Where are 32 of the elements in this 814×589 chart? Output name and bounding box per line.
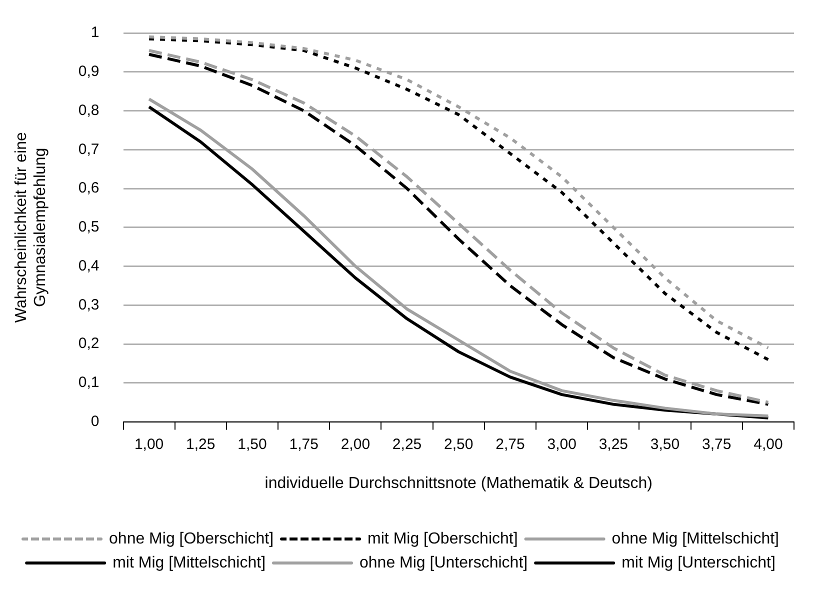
legend-label: mit Mig [Unterschicht]	[622, 554, 776, 572]
x-tick-label: 3,25	[598, 436, 628, 453]
y-tick-label: 0,1	[78, 374, 100, 392]
x-tick-label: 1,25	[186, 436, 216, 453]
y-tick-label: 1	[90, 24, 100, 42]
y-tick-label: 0,3	[78, 296, 100, 314]
x-tick-label: 3,00	[547, 436, 576, 453]
y-tick-label: 0,5	[78, 218, 100, 236]
y-tick-label: 0,9	[78, 63, 100, 80]
x-tick-label: 2,75	[496, 436, 525, 453]
y-tick-label: 0,7	[78, 140, 100, 158]
legend-label: mit Mig [Oberschicht]	[368, 530, 518, 548]
x-tick-label: 4,00	[754, 436, 783, 453]
x-tick-label: 1,75	[289, 436, 318, 453]
x-tick-label: 3,50	[650, 436, 680, 453]
x-tick-label: 2,00	[340, 436, 370, 453]
y-tick-label: 0,2	[78, 335, 100, 352]
y-axis-title: Wahrscheinlichkeit für eine Gymnasialempfehlung	[13, 132, 50, 323]
x-tick-label: 2,50	[444, 436, 474, 453]
y-tick-label: 0,8	[78, 102, 100, 119]
x-axis-title: individuelle Durchschnittsnote (Mathematik & Deutsch)	[264, 474, 652, 492]
y-tick-label: 0,4	[78, 257, 100, 274]
y-tick-label: 0	[90, 412, 100, 430]
x-tick-label: 1,00	[134, 436, 164, 453]
x-tick-label: 2,25	[392, 436, 422, 453]
legend-label: mit Mig [Mittelschicht]	[112, 554, 266, 572]
x-tick-label: 1,50	[238, 436, 267, 453]
legend-label: ohne Mig [Mittelschicht]	[612, 530, 779, 548]
legend-label: ohne Mig [Oberschicht]	[109, 530, 274, 548]
x-tick-label: 3,75	[702, 436, 732, 453]
legend-label: ohne Mig [Unterschicht]	[360, 554, 528, 572]
y-tick-label: 0,6	[78, 180, 100, 197]
